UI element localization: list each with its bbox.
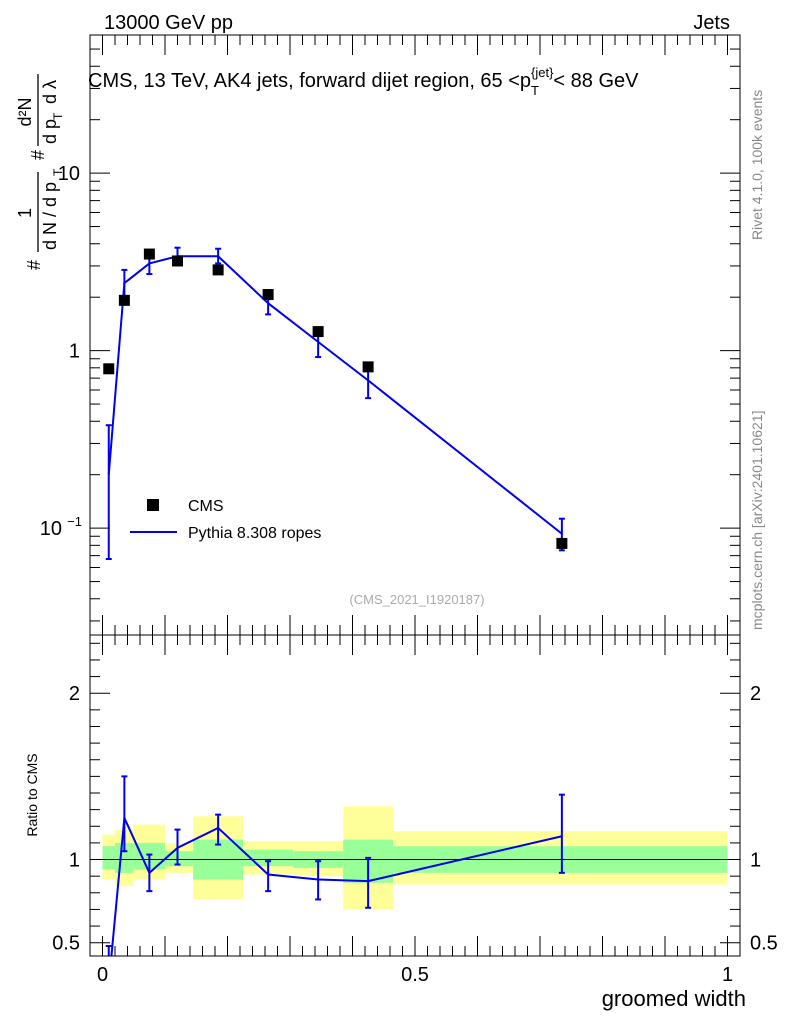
ylabel-T-1: T [51,168,65,176]
ratio-y-tick-label-right: 0.5 [750,933,778,955]
main-panel-frame [89,34,741,636]
ylabel-hash-2: # [28,150,48,160]
title-prefix: CMS, 13 TeV, AK4 jets, forward dijet reg… [88,70,531,92]
legend-pythia-label: Pythia 8.308 ropes [188,525,321,542]
legend: CMS Pythia 8.308 ropes [130,498,321,542]
energy-label: 13000 GeV pp [104,12,233,34]
ylabel-hash-1: # [24,260,44,270]
uncertainty-band-inner [165,851,194,867]
analysis-watermark: (CMS_2021_I1920187) [349,592,484,607]
ylabel-d2N: d²N [15,97,35,126]
rivet-label: Rivet 4.1.0, 100k events [749,90,765,240]
title-sup: {jet} [531,65,554,80]
cms-data-point [312,326,324,338]
ylabel-dN: d N / d p [40,182,60,250]
cms-data-point [172,255,183,267]
y-tick-label: 10 [40,518,62,540]
category-label: Jets [693,12,730,34]
y-tick-label-base: 10 [40,518,62,540]
main-panel-marks [103,246,568,561]
cms-data-point [103,363,115,375]
ratio-y-tick-label-left: 1 [69,850,80,872]
cms-data-point [143,248,155,260]
ratio-panel-marks [105,775,565,957]
ratio-bands [90,806,740,910]
ylabel-dpT: d p [40,119,60,144]
cms-data-point [556,537,568,549]
y-tick-label: 1 [69,341,80,363]
ratio-panel-axes: 0.5 0.5 1 1 2 2 0 0.5 1 [52,635,778,986]
ylabel-T-2: T [51,112,65,120]
ratio-panel-frame [89,634,741,957]
x-tick-label: 0.5 [401,964,429,986]
title-suffix: < 88 GeV [553,70,639,92]
ratio-ylabel: Ratio to CMS [24,753,40,836]
mc-line [107,255,563,535]
ratio-y-tick-label-right: 1 [750,850,761,872]
title-sub: T [531,83,539,98]
legend-cms-marker [147,499,159,511]
cms-data-point [212,264,224,276]
y-tick-label-exponent: −1 [67,514,82,529]
main-panel-axes: 10 1 10 −1 [40,34,740,635]
x-tick-label: 1 [722,964,733,986]
ratio-y-tick-label-left: 2 [69,683,80,705]
cms-data-point [118,294,130,306]
uncertainty-band-inner [102,846,115,870]
main-ylabel: # 1 d N / d p T # d²N d p T d λ [15,74,65,270]
ratio-line [110,814,563,957]
ratio-y-tick-label-right: 2 [750,683,761,705]
ratio-y-tick-label-left: 0.5 [52,933,80,955]
main-title: CMS, 13 TeV, AK4 jets, forward dijet reg… [88,65,639,98]
ylabel-dl: d λ [40,80,60,104]
cms-data-point [362,361,374,373]
x-tick-label: 0 [97,964,108,986]
cms-data-point [262,289,274,301]
y-tick-label: 10 [58,163,80,185]
ylabel-one: 1 [15,208,35,218]
mcplots-label: mcplots.cern.ch [arXiv:2401.10621] [749,411,765,630]
legend-cms-label: CMS [188,498,224,515]
xlabel: groomed width [602,986,746,1011]
